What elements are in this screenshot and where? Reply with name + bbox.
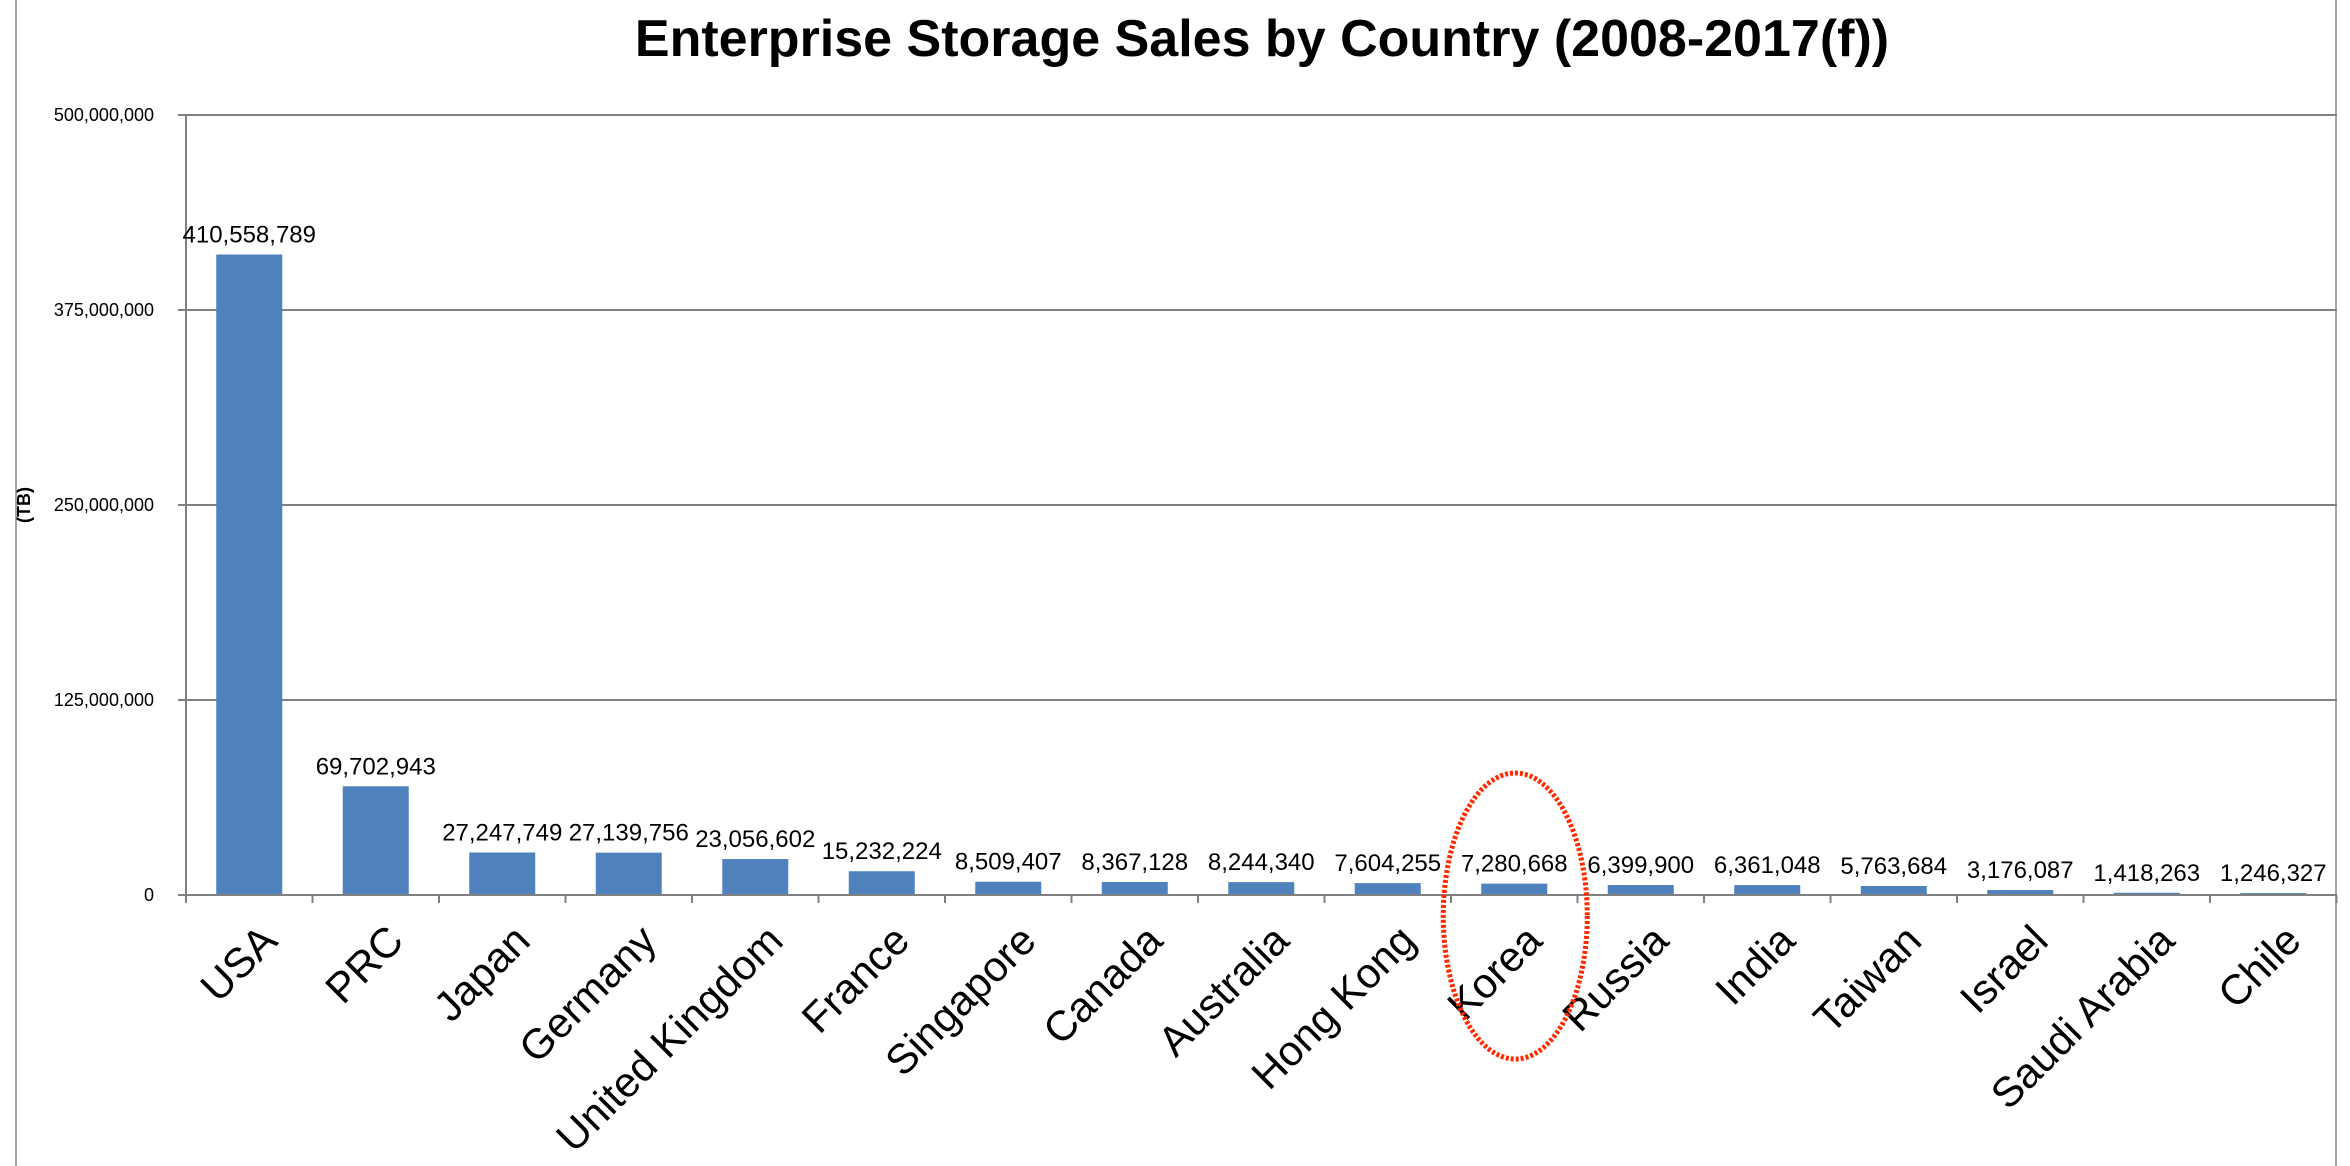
y-tick-label: 0 (144, 885, 154, 905)
x-tick-label: USA (191, 916, 285, 1010)
data-label: 69,702,943 (316, 753, 436, 780)
data-label: 6,399,900 (1587, 852, 1694, 879)
data-label: 27,139,756 (569, 820, 689, 847)
data-label: 1,418,263 (2093, 860, 2200, 887)
x-tick-label: Chile (2209, 916, 2310, 1017)
data-label: 15,232,224 (822, 838, 942, 865)
x-tick-label: Russia (1553, 916, 1677, 1040)
data-label: 7,280,668 (1461, 851, 1568, 878)
data-label: 3,176,087 (1967, 857, 2074, 884)
axes (178, 115, 2338, 903)
bar (1354, 883, 1421, 895)
data-label: 8,509,407 (955, 849, 1062, 876)
data-label: 27,247,749 (442, 819, 562, 846)
bar (2113, 892, 2180, 895)
y-tick-label: 125,000,000 (54, 690, 154, 710)
data-label: 410,558,789 (183, 222, 316, 249)
y-tick-label: 375,000,000 (54, 300, 154, 320)
data-label: 8,244,340 (1208, 849, 1315, 876)
bar (975, 881, 1042, 895)
bar (469, 852, 536, 895)
x-tick-label: Israel (1951, 916, 2057, 1022)
x-tick-label: PRC (316, 916, 412, 1012)
data-label: 5,763,684 (1840, 853, 1947, 880)
chart-title: Enterprise Storage Sales by Country (200… (635, 10, 1889, 68)
bar (1860, 886, 1927, 895)
bar (1481, 883, 1548, 895)
bars (216, 254, 2307, 895)
bar (342, 786, 409, 895)
highlight-ellipse (1440, 770, 1590, 1062)
chart-frame (15, 0, 2337, 1166)
x-tick-label: Korea (1438, 916, 1551, 1029)
y-axis-ticks: 0 125,000,000 250,000,000 375,000,000 500,00… (54, 105, 186, 905)
data-label: 6,361,048 (1714, 852, 1821, 879)
x-tick-label: United Kingdom (547, 916, 792, 1161)
data-label: 8,367,128 (1081, 849, 1188, 876)
x-tick-label: Taiwan (1804, 916, 1930, 1042)
bar (848, 871, 915, 895)
x-tick-label: Japan (424, 916, 538, 1030)
bar (1228, 882, 1295, 895)
bar (1734, 885, 1801, 895)
bar (1987, 890, 2054, 895)
y-tick-label: 250,000,000 (54, 495, 154, 515)
bar (595, 852, 662, 895)
x-tick-label: India (1706, 916, 1804, 1014)
bar (1607, 885, 1674, 895)
data-label: 23,056,602 (695, 826, 815, 853)
y-tick-label: 500,000,000 (54, 105, 154, 125)
data-label: 7,604,255 (1334, 850, 1441, 877)
x-tick-label: France (792, 916, 918, 1042)
data-labels: 410,558,789 69,702,943 27,247,749 27,139,75… (183, 222, 2327, 888)
bar (216, 254, 283, 895)
highlight-annotation (1440, 770, 1590, 1062)
data-label: 1,246,327 (2220, 860, 2327, 887)
y-axis-label: (TB) (14, 487, 34, 523)
bar (722, 859, 789, 895)
gridlines (186, 114, 2337, 701)
bar (1101, 881, 1168, 895)
